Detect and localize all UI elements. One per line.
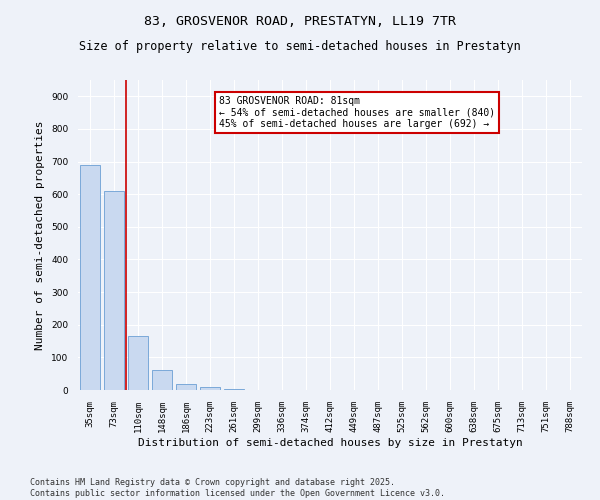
Bar [128,336,148,390]
Bar [152,370,172,390]
Y-axis label: Number of semi-detached properties: Number of semi-detached properties [35,120,46,350]
Bar [176,384,196,390]
Text: 83 GROSVENOR ROAD: 81sqm
← 54% of semi-detached houses are smaller (840)
45% of : 83 GROSVENOR ROAD: 81sqm ← 54% of semi-d… [219,96,495,128]
Text: Size of property relative to semi-detached houses in Prestatyn: Size of property relative to semi-detach… [79,40,521,53]
X-axis label: Distribution of semi-detached houses by size in Prestatyn: Distribution of semi-detached houses by … [137,438,523,448]
Bar [200,388,220,390]
Text: Contains HM Land Registry data © Crown copyright and database right 2025.
Contai: Contains HM Land Registry data © Crown c… [30,478,445,498]
Text: 83, GROSVENOR ROAD, PRESTATYN, LL19 7TR: 83, GROSVENOR ROAD, PRESTATYN, LL19 7TR [144,15,456,28]
Bar [104,191,124,390]
Bar [80,165,100,390]
